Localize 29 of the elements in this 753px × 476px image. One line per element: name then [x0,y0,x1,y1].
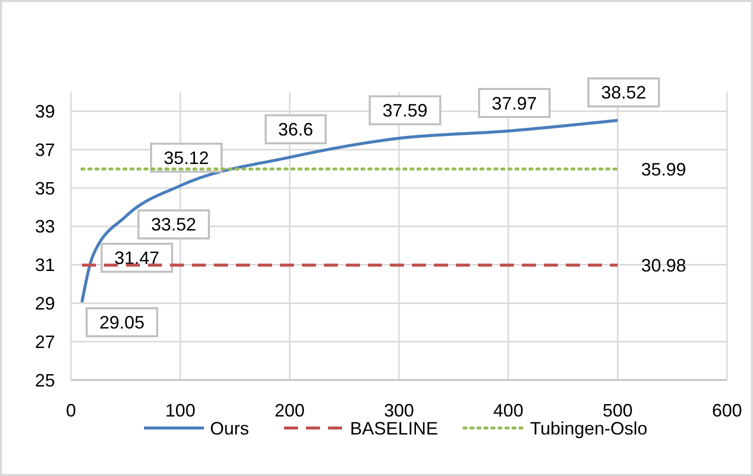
data-label: 33.52 [151,214,196,235]
data-label: 37.59 [382,100,428,121]
data-label: 36.6 [278,120,314,140]
y-tick-label: 31 [34,255,55,276]
data-label: 35.12 [164,148,209,168]
data-label: 30.98 [641,255,686,276]
x-tick-label: 200 [274,400,305,420]
x-tick-label: 400 [493,400,524,420]
y-tick-label: 37 [34,140,55,160]
y-tick-label: 39 [34,102,55,122]
data-label: 35.99 [641,159,686,180]
data-label: 37.97 [492,93,537,114]
line-series [80,118,620,304]
data-label: 29.05 [99,312,144,333]
y-tick-label: 25 [34,370,55,390]
y-tick-label: 29 [34,294,55,314]
x-tick-label: 500 [602,400,633,420]
y-tick-label: 35 [34,178,55,198]
x-tick-label: 300 [384,400,414,420]
y-tick-label: 33 [34,216,55,237]
x-tick-label: 100 [165,400,196,420]
x-tick-label: 0 [66,400,76,420]
legend-label: Ours [210,418,250,438]
legend-label: Tubingen-Oslo [530,418,648,438]
data-label: 38.52 [601,82,646,103]
data-label: 31.47 [114,248,160,268]
legend-label: BASELINE [350,418,438,438]
y-tick-label: 27 [34,332,55,352]
x-tick-label: 600 [712,400,742,420]
